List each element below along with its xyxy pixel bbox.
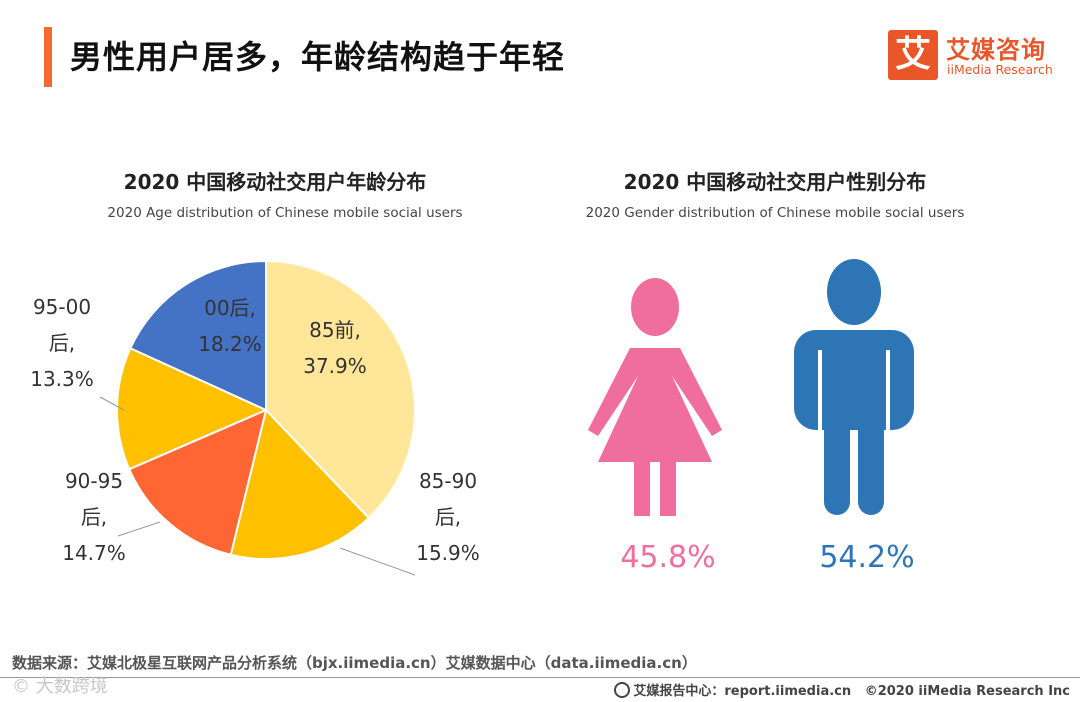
pie-slice-00 <box>129 259 267 412</box>
pie-label-95-00-value: 13.3% <box>30 367 94 391</box>
leader-line-95-00 <box>99 396 125 411</box>
pie-slice-90-95 <box>127 408 268 556</box>
leader-line-85-90 <box>339 547 416 576</box>
pie-label-85-90: 85-90 后, 15.9% <box>406 463 490 571</box>
watermark: © 大数跨境 <box>12 676 108 697</box>
copyright-text: ©2020 iiMedia Research Inc <box>864 684 1070 699</box>
footer-divider <box>0 677 1080 678</box>
report-center-label: 艾媒报告中心：report.iimedia.cn <box>633 684 852 699</box>
logo-cn-text: 艾媒咨询 <box>946 36 1046 64</box>
iimedia-logo: 艾 艾媒咨询 iiMedia Research <box>888 30 1063 80</box>
pie-slice-85q <box>265 259 416 520</box>
pie-label-85-90-name: 85-90 <box>418 469 478 493</box>
age-chart-subtitle: 2020 Age distribution of Chinese mobile … <box>107 205 463 221</box>
gender-chart-title: 2020 中国移动社交用户性别分布 <box>623 170 927 194</box>
leader-line-90-95 <box>117 521 161 537</box>
pie-label-95-00-suffix: 后, <box>48 331 76 355</box>
pie-label-85q-name: 85前, <box>309 318 361 342</box>
pie-label-90-95-name: 90-95 <box>64 469 124 493</box>
globe-icon <box>614 682 631 698</box>
pie-label-85-90-value: 15.9% <box>416 541 480 565</box>
pie-label-85q: 85前, 37.9% <box>293 312 377 384</box>
age-chart-title: 2020 中国移动社交用户年龄分布 <box>123 170 427 194</box>
pie-slice-95-00 <box>116 346 269 471</box>
title-accent-bar <box>44 27 52 87</box>
pie-label-85q-value: 37.9% <box>303 354 367 378</box>
footer-info: 艾媒报告中心：report.iimedia.cn ©2020 iiMedia R… <box>614 680 1070 699</box>
female-percentage: 45.8% <box>620 540 716 575</box>
source-note: 数据来源：艾媒北极星互联网产品分析系统（bjx.iimedia.cn）艾媒数据中… <box>12 654 697 672</box>
gender-chart-subtitle: 2020 Gender distribution of Chinese mobi… <box>585 205 965 221</box>
pie-label-85-90-suffix: 后, <box>434 505 462 529</box>
logo-en-text: iiMedia Research <box>947 62 1053 77</box>
male-percentage: 54.2% <box>819 540 915 575</box>
pie-label-00-value: 18.2% <box>198 332 262 356</box>
pie-label-95-00: 95-00 后, 13.3% <box>20 289 104 397</box>
pie-label-95-00-name: 95-00 <box>32 295 92 319</box>
pie-label-90-95: 90-95 后, 14.7% <box>52 463 136 571</box>
pie-label-00-name: 00后, <box>204 296 256 320</box>
logo-mark: 艾 <box>888 30 938 80</box>
page-title: 男性用户居多，年龄结构趋于年轻 <box>70 38 566 76</box>
pie-label-90-95-suffix: 后, <box>80 505 108 529</box>
pie-label-90-95-value: 14.7% <box>62 541 126 565</box>
pie-label-00: 00后, 18.2% <box>188 290 272 362</box>
pie-slice-85-90 <box>229 407 371 560</box>
male-person-icon <box>794 259 914 515</box>
female-person-icon <box>588 278 722 516</box>
